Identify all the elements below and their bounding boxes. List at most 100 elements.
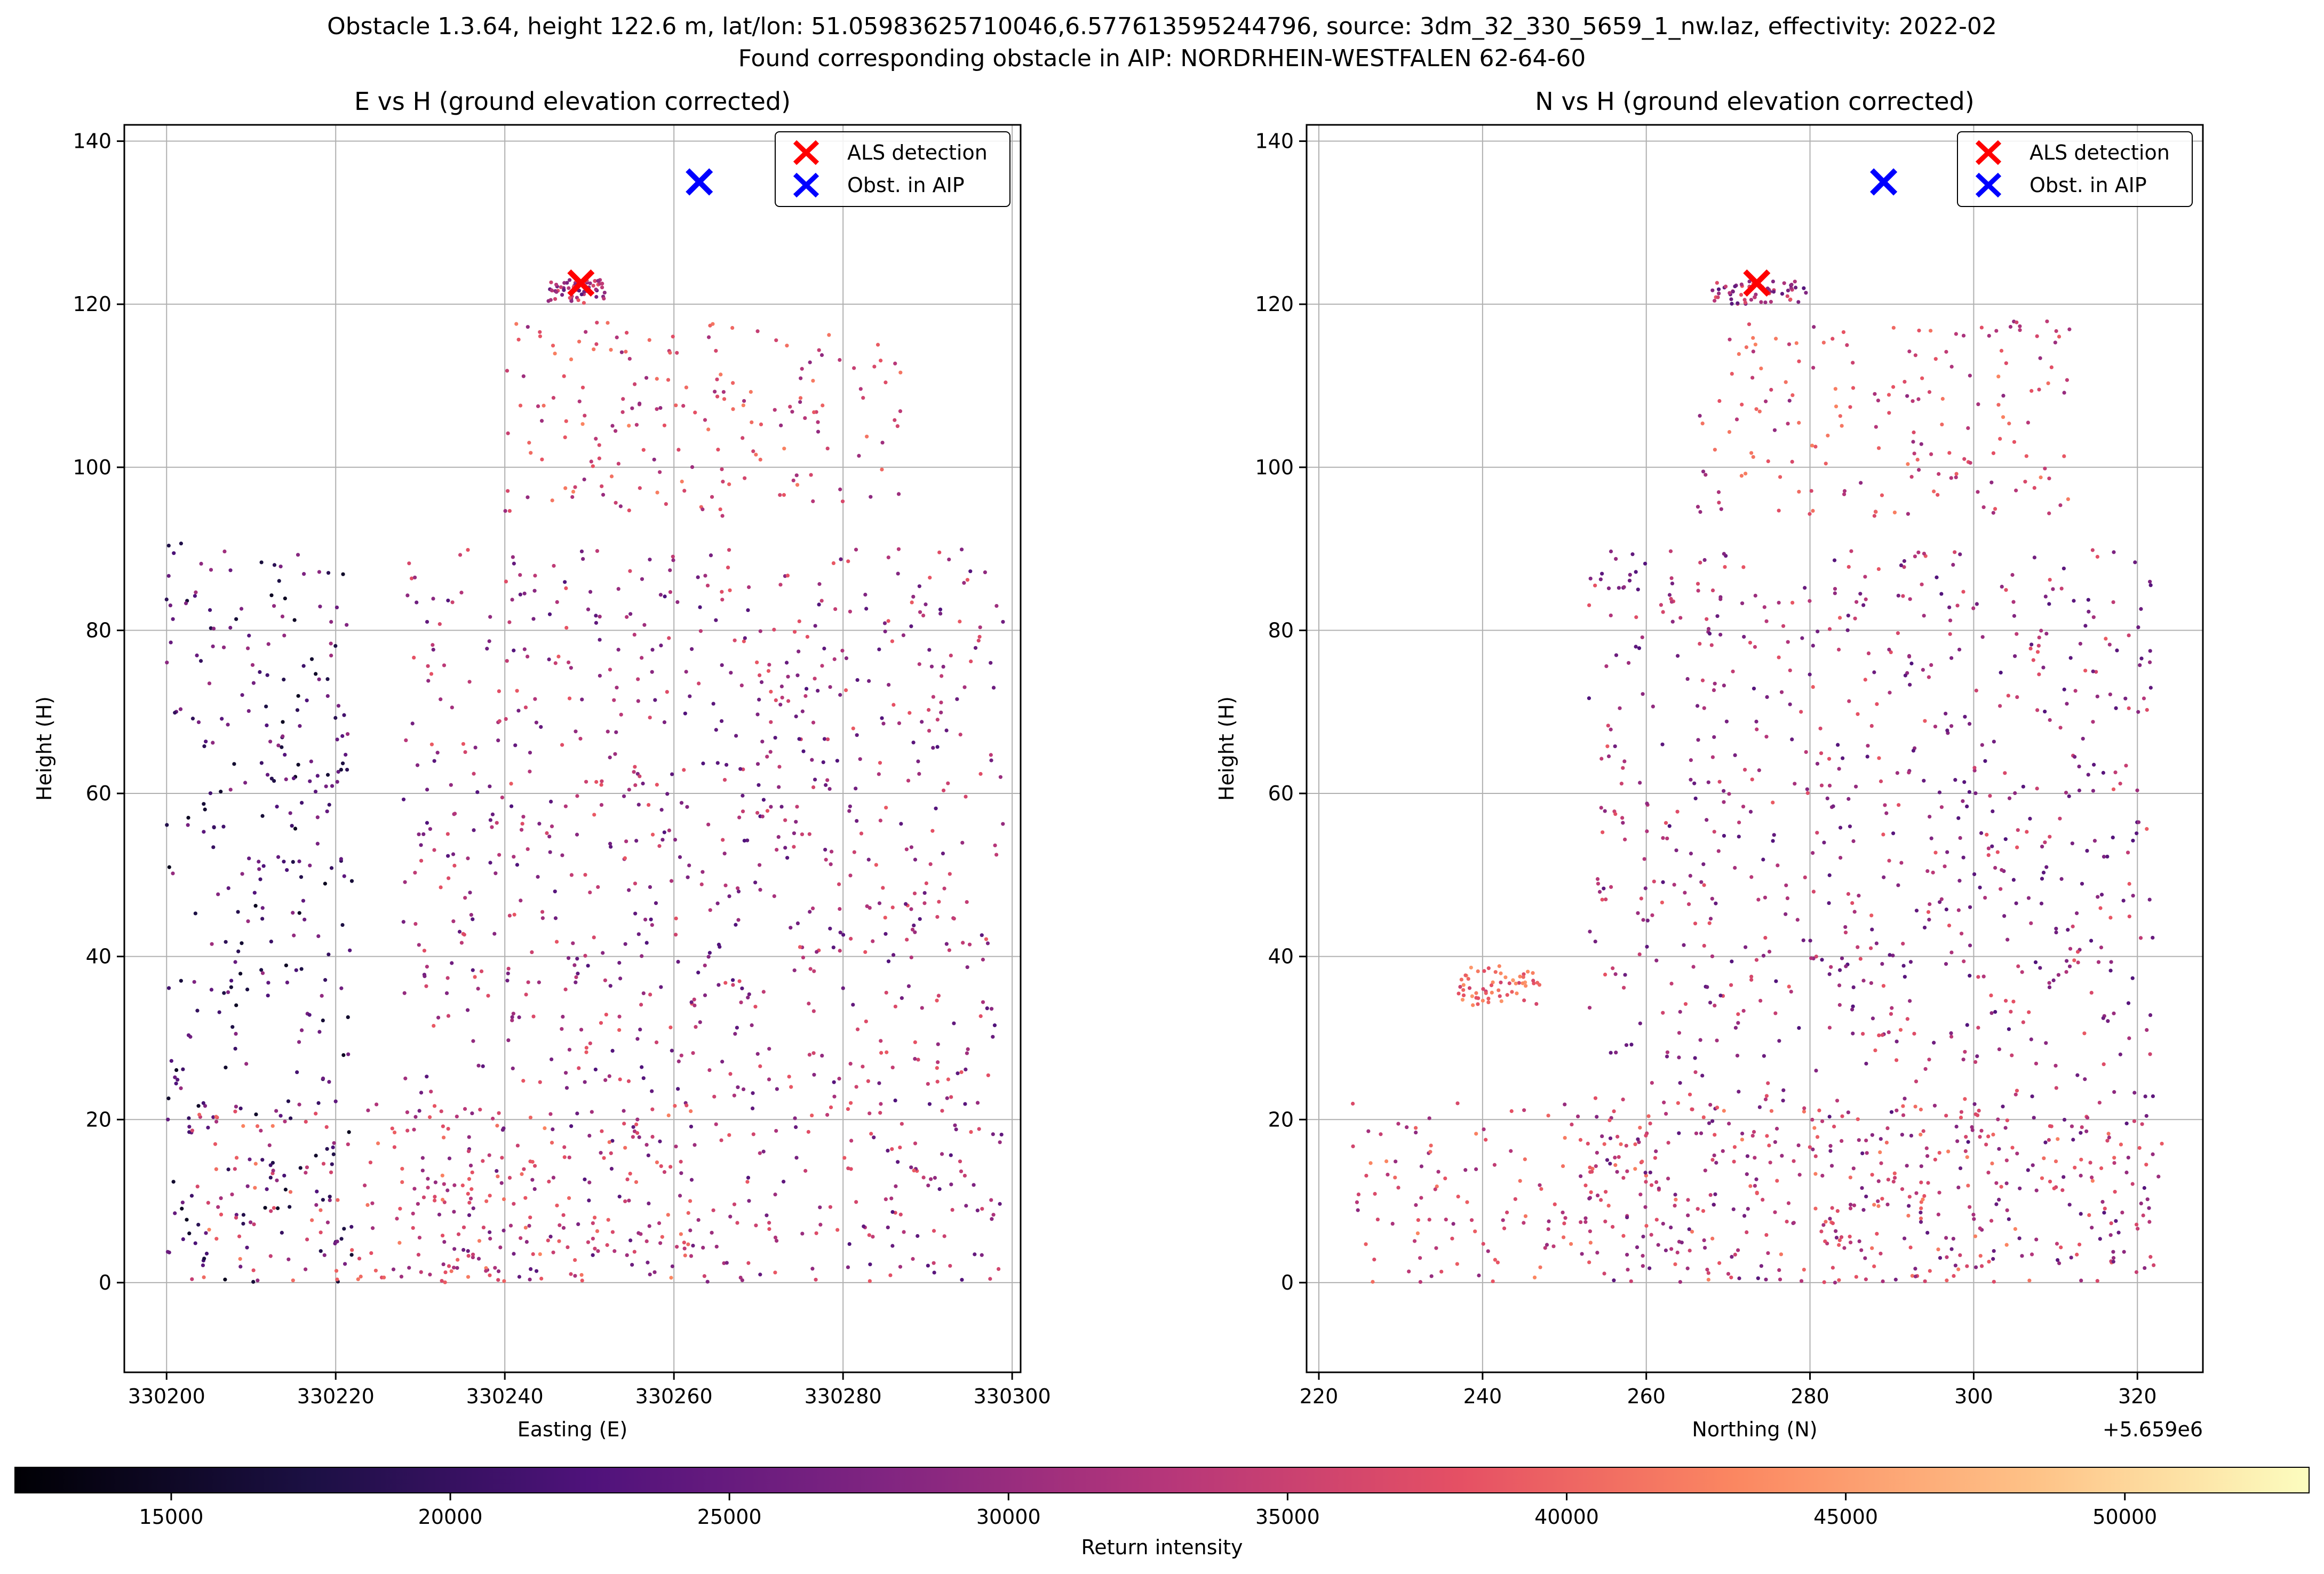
lidar-point — [1836, 647, 1841, 652]
lidar-point — [676, 1087, 680, 1091]
x-ticks: 330200 330220 330240 330260 330280 330300 — [128, 1372, 1051, 1408]
lidar-point — [755, 712, 760, 717]
lidar-point — [622, 1122, 626, 1126]
lidar-point — [1901, 942, 1905, 946]
lidar-point — [935, 1079, 940, 1084]
lidar-point — [419, 858, 424, 863]
lidar-point — [662, 720, 667, 725]
lidar-point — [625, 1253, 629, 1258]
lidar-point — [2071, 924, 2075, 928]
lidar-point — [767, 1221, 771, 1225]
lidar-point — [727, 894, 731, 899]
lidar-point — [715, 377, 719, 381]
lidar-point — [1769, 300, 1773, 304]
lidar-point — [1937, 790, 1942, 794]
lidar-point — [817, 582, 822, 586]
lidar-point — [1840, 1114, 1844, 1118]
lidar-point — [1595, 1150, 1599, 1155]
lidar-point — [1884, 1140, 1889, 1145]
lidar-point — [1983, 759, 1987, 763]
lidar-point — [688, 694, 692, 698]
lidar-point — [1920, 376, 1924, 380]
lidar-point — [272, 1206, 276, 1210]
lidar-point — [1921, 667, 1925, 672]
lidar-point — [1693, 1070, 1698, 1075]
lidar-point — [797, 619, 801, 624]
lidar-point — [399, 1275, 404, 1279]
lidar-point — [2090, 1226, 2094, 1230]
lidar-point — [1887, 647, 1891, 652]
lidar-point — [1648, 1266, 1652, 1270]
lidar-point — [342, 874, 346, 878]
lidar-point — [1852, 910, 1857, 914]
lidar-point — [415, 763, 420, 767]
lidar-point — [1809, 956, 1813, 960]
lidar-point — [537, 980, 541, 984]
lidar-point — [2139, 1201, 2143, 1206]
lidar-point — [963, 1102, 967, 1106]
lidar-point — [1827, 972, 1832, 976]
lidar-point — [257, 860, 261, 864]
lidar-point — [1578, 1138, 1583, 1142]
lidar-point — [461, 1225, 466, 1229]
lidar-point — [1643, 561, 1648, 566]
lidar-point — [2004, 1158, 2009, 1163]
lidar-point — [897, 721, 902, 726]
lidar-point — [2088, 1160, 2092, 1165]
lidar-point — [1961, 855, 1965, 860]
lidar-point — [2111, 600, 2115, 605]
lidar-point — [625, 1177, 630, 1181]
lidar-point — [755, 1052, 760, 1056]
lidar-point — [1831, 804, 1835, 808]
lidar-point — [202, 744, 206, 749]
lidar-point — [1794, 341, 1798, 345]
lidar-point — [989, 753, 993, 757]
lidar-point — [1921, 1129, 1925, 1133]
lidar-point — [2132, 1091, 2137, 1095]
lidar-point — [1669, 1247, 1674, 1251]
lidar-point — [959, 547, 964, 552]
lidar-point — [2121, 899, 2126, 903]
lidar-point — [2065, 702, 2069, 706]
lidar-point — [1476, 969, 1480, 973]
lidar-point — [678, 855, 682, 859]
lidar-point — [1965, 1264, 1969, 1268]
plot-frame — [123, 124, 1022, 1373]
lidar-point — [252, 891, 257, 895]
lidar-point — [1613, 1163, 1618, 1167]
lidar-point — [2094, 670, 2098, 674]
lidar-point — [1827, 757, 1832, 761]
lidar-point — [1546, 1227, 1550, 1231]
lidar-point — [567, 660, 571, 665]
lidar-point — [1507, 981, 1511, 985]
lidar-point — [1673, 1204, 1677, 1208]
lidar-point — [1879, 1251, 1883, 1256]
lidar-point — [730, 325, 735, 330]
lidar-point — [1854, 784, 1858, 789]
lidar-point — [964, 794, 968, 799]
lidar-point — [296, 762, 300, 767]
lidar-point — [1717, 1261, 1722, 1265]
lidar-point — [1824, 462, 1828, 466]
lidar-point — [1740, 402, 1744, 407]
lidar-point — [1606, 586, 1611, 591]
lidar-point — [959, 1070, 964, 1075]
lidar-point — [1660, 900, 1665, 905]
lidar-point — [898, 1265, 903, 1269]
lidar-point — [1998, 704, 2002, 708]
lidar-point — [2083, 669, 2088, 673]
lidar-point — [1515, 991, 1519, 996]
lidar-point — [419, 1270, 423, 1274]
lidar-point — [1933, 357, 1938, 361]
lidar-point — [1810, 1117, 1814, 1122]
lidar-point — [264, 704, 268, 709]
lidar-point — [232, 762, 236, 766]
lidar-point — [2079, 1278, 2083, 1283]
lidar-point — [650, 1089, 654, 1093]
lidar-point — [662, 1170, 667, 1174]
lidar-point — [610, 1048, 615, 1053]
lidar-point — [698, 629, 703, 633]
lidar-point — [911, 594, 916, 599]
lidar-point — [487, 639, 491, 643]
